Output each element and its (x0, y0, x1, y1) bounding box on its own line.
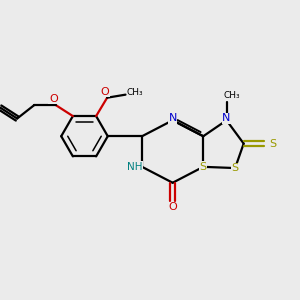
Text: O: O (100, 87, 109, 97)
Text: CH₃: CH₃ (223, 91, 240, 100)
Text: NH: NH (127, 162, 142, 172)
Text: CH₃: CH₃ (127, 88, 144, 97)
Text: N: N (169, 113, 177, 124)
Text: S: S (269, 139, 277, 148)
Text: O: O (168, 202, 177, 212)
Text: O: O (49, 94, 58, 104)
Text: S: S (232, 163, 239, 173)
Text: S: S (200, 162, 207, 172)
Text: N: N (222, 113, 231, 124)
